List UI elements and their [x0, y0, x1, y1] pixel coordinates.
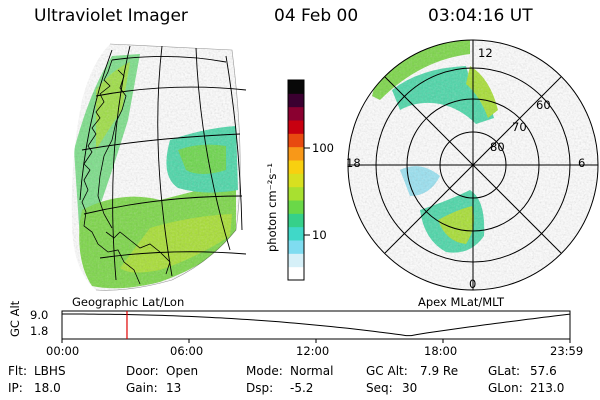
- seq-value: 30: [402, 381, 418, 395]
- geographic-image: [71, 44, 241, 291]
- mlt-label-12: 12: [478, 46, 493, 60]
- colorbar-tick-100: 100: [312, 141, 334, 155]
- colorbar-segment: [288, 266, 304, 281]
- glat-label: GLat:: [488, 364, 521, 378]
- apex-caption: Apex MLat/MLT: [418, 295, 505, 309]
- timeline-plot: [61, 310, 571, 343]
- colorbar-segment: [288, 186, 304, 201]
- gcalt-value: 7.9 Re: [420, 364, 459, 378]
- timeline-xtick-1200: 12:00: [296, 344, 330, 358]
- colorbar-segment: [288, 93, 304, 108]
- colorbar-segment: [288, 133, 304, 148]
- mlat-label-60: 60: [536, 98, 551, 112]
- colorbar-segment: [288, 253, 304, 268]
- time-label: 03:04:16 UT: [428, 6, 533, 26]
- mlt-label-18: 18: [346, 156, 361, 170]
- dsp-value: -5.2: [290, 381, 314, 395]
- colorbar-segment: [288, 213, 304, 228]
- date-label: 04 Feb 00: [274, 6, 359, 26]
- colorbar-segment: [288, 80, 304, 94]
- mlt-label-6: 6: [578, 156, 586, 170]
- coastline: [81, 59, 171, 285]
- gain-value: 13: [166, 381, 182, 395]
- geographic-caption: Geographic Lat/Lon: [72, 295, 185, 309]
- mode-value: Normal: [290, 364, 334, 378]
- gcalt-label: GC Alt:: [366, 364, 408, 378]
- timeline-axis-label: GC Alt: [8, 300, 22, 337]
- filter-value: LBHS: [34, 364, 66, 378]
- colorbar-tick-10: 10: [312, 228, 327, 242]
- timeline-xtick-2359: 23:59: [550, 344, 584, 358]
- mode-label: Mode:: [246, 364, 283, 378]
- instrument-title: Ultraviolet Imager: [34, 6, 188, 26]
- glat-value: 57.6: [530, 364, 557, 378]
- colorbar: [287, 79, 310, 281]
- glon-label: GLon:: [488, 381, 523, 395]
- colorbar-segment: [288, 200, 304, 214]
- mlat-label-70: 70: [512, 120, 527, 134]
- colorbar-segment: [288, 226, 304, 241]
- ip-value: 18.0: [34, 381, 61, 395]
- timeline-ytick-9: 9.0: [30, 308, 49, 322]
- ip-label: IP:: [8, 381, 23, 395]
- timeline-xtick-1800: 18:00: [424, 344, 458, 358]
- colorbar-segment: [288, 106, 304, 121]
- colorbar-unit-label: photon cm⁻²s⁻¹: [265, 163, 279, 252]
- timeline-xtick-0600: 06:00: [170, 344, 204, 358]
- timeline-xtick-0000: 00:00: [46, 344, 80, 358]
- door-value: Open: [166, 364, 199, 378]
- glon-value: 213.0: [530, 381, 565, 395]
- colorbar-segment: [288, 120, 304, 134]
- filter-label: Flt:: [8, 364, 27, 378]
- door-label: Door:: [126, 364, 159, 378]
- seq-label: Seq:: [366, 381, 393, 395]
- mlat-label-80: 80: [490, 140, 505, 154]
- dsp-label: Dsp:: [246, 381, 274, 395]
- mlt-label-0: 0: [469, 277, 477, 291]
- polar-grid: [347, 39, 599, 291]
- geographic-grid: [79, 45, 247, 281]
- colorbar-segment: [288, 160, 304, 174]
- colorbar-segment: [288, 146, 304, 161]
- gain-label: Gain:: [126, 381, 158, 395]
- timeline-ytick-1-8: 1.8: [30, 324, 49, 338]
- colorbar-segment: [288, 173, 304, 188]
- colorbar-segment: [288, 240, 304, 254]
